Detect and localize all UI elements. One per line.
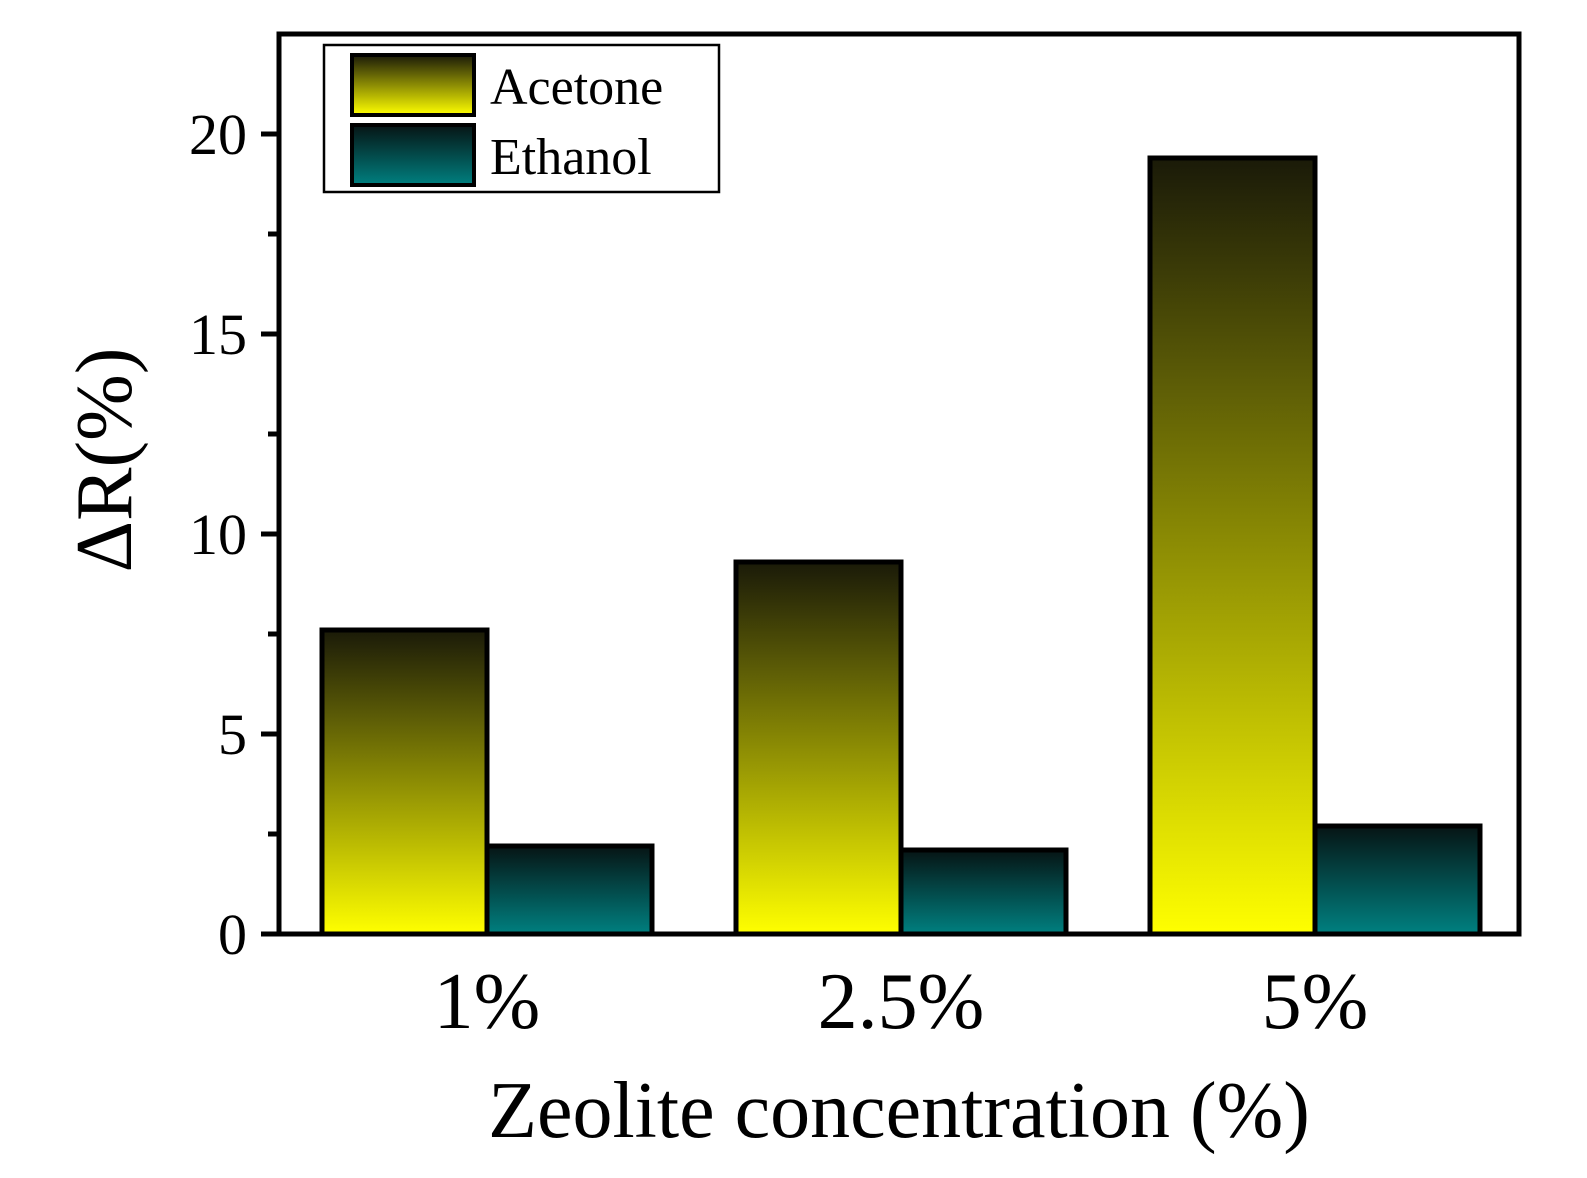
x-tick-label: 5% [1262, 958, 1369, 1046]
bar-acetone-0 [319, 627, 490, 937]
y-tick-label: 20 [189, 102, 247, 167]
legend-label-ethanol: Ethanol [490, 129, 652, 186]
x-axis-title: Zeolite concentration (%) [488, 1067, 1310, 1155]
bars-group [319, 155, 1483, 937]
x-tick-label: 1% [434, 958, 541, 1046]
y-tick-label: 0 [218, 902, 247, 967]
legend-label-acetone: Acetone [490, 59, 663, 116]
y-axis: 0 5 10 15 20 [189, 102, 279, 967]
x-tick-label: 2.5% [818, 958, 985, 1046]
legend-swatch-ethanol [350, 123, 476, 187]
bar-acetone-2 [1147, 155, 1318, 937]
bar-ethanol-0 [484, 843, 655, 937]
legend: Acetone Ethanol [322, 43, 721, 194]
y-tick-label: 10 [189, 502, 247, 567]
legend-swatch-acetone [350, 53, 476, 117]
x-axis: 1% 2.5% 5% [434, 958, 1369, 1046]
bar-ethanol-1 [898, 847, 1069, 937]
bar-ethanol-2 [1312, 823, 1483, 937]
y-tick-label: 5 [218, 702, 247, 767]
bar-acetone-1 [733, 559, 904, 937]
y-axis-title: ΔR(%) [61, 348, 149, 573]
y-tick-label: 15 [189, 302, 247, 367]
